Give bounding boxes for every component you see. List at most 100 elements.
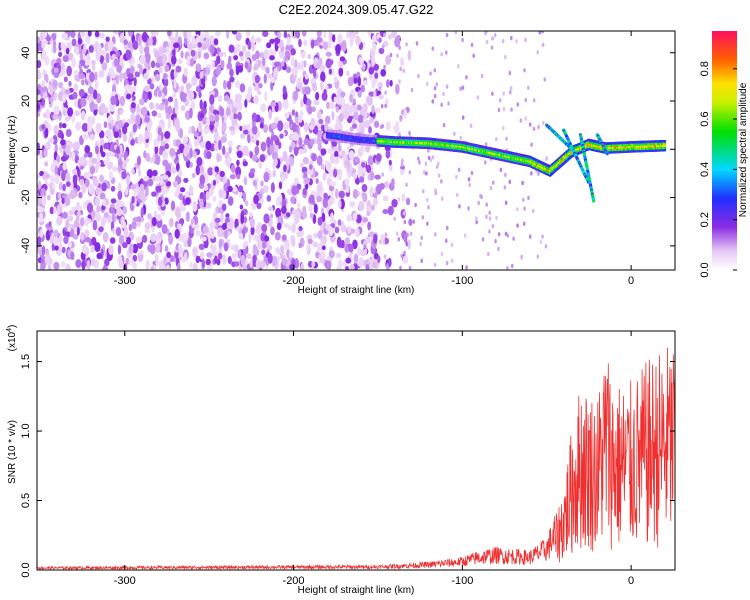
heatmap-speckle	[44, 254, 51, 265]
heatmap-speckle	[53, 160, 58, 166]
heatmap-speckle	[291, 122, 298, 133]
heatmap-speckle	[193, 132, 199, 138]
heatmap-speckle	[111, 53, 116, 60]
heatmap-speckle	[197, 51, 202, 59]
heatmap-speckle	[298, 148, 305, 155]
heatmap-speckle	[356, 258, 364, 267]
heatmap-speckle	[388, 34, 392, 40]
heatmap-speckle	[313, 99, 320, 106]
heatmap-speckle	[203, 100, 207, 109]
heatmap-speckle	[236, 174, 241, 180]
heatmap-speckle	[71, 115, 75, 124]
heatmap-speckle	[69, 189, 76, 200]
heatmap-speckle	[158, 150, 163, 156]
heatmap-speckle	[234, 218, 239, 230]
heatmap-speckle	[54, 174, 60, 185]
heatmap-speckle	[111, 211, 116, 222]
heatmap-speckle	[539, 239, 543, 245]
heatmap-speckle	[117, 166, 122, 172]
heatmap-speckle	[362, 102, 368, 113]
heatmap-speckle	[444, 50, 448, 55]
heatmap-speckle	[82, 133, 89, 141]
heatmap-speckle	[180, 85, 185, 92]
heatmap-speckle	[131, 221, 137, 230]
heatmap-speckle	[515, 39, 518, 44]
heatmap-speckle	[233, 54, 239, 61]
heatmap-speckle	[360, 84, 366, 93]
heatmap-speckle	[151, 226, 155, 233]
heatmap-speckle	[57, 191, 62, 200]
heatmap-speckle	[442, 91, 445, 97]
heatmap-speckle	[192, 262, 198, 270]
heatmap-speckle	[168, 234, 174, 245]
heatmap-speckle	[301, 31, 307, 37]
heatmap-speckle	[247, 134, 251, 144]
heatmap-speckle	[266, 136, 271, 148]
heatmap-speckle	[77, 159, 82, 168]
heatmap-speckle	[504, 231, 508, 237]
heatmap-speckle	[79, 52, 84, 61]
heatmap-speckle	[335, 44, 341, 54]
heatmap-speckle	[440, 102, 444, 107]
heatmap-speckle	[266, 194, 272, 202]
heatmap-speckle	[237, 249, 242, 259]
heatmap-speckle	[503, 185, 507, 190]
heatmap-speckle	[119, 71, 123, 83]
heatmap-speckle	[227, 196, 234, 206]
heatmap-speckle	[170, 166, 177, 175]
heatmap-speckle	[281, 205, 287, 215]
heatmap-speckle	[106, 181, 111, 190]
heatmap-speckle	[37, 104, 40, 110]
heatmap-speckle	[355, 214, 362, 224]
heatmap-speckle	[459, 135, 463, 141]
heatmap-speckle	[189, 261, 193, 269]
heatmap-speckle	[320, 251, 326, 260]
heatmap-speckle	[537, 124, 540, 130]
heatmap-speckle	[247, 40, 252, 50]
heatmap-speckle	[94, 71, 98, 82]
heatmap-speckle	[60, 132, 64, 140]
heatmap-speckle	[108, 171, 113, 181]
heatmap-speckle	[385, 121, 391, 131]
heatmap-speckle	[110, 119, 115, 126]
heatmap-speckle	[104, 129, 112, 138]
heatmap-speckle	[144, 228, 151, 234]
heatmap-speckle	[265, 67, 270, 75]
heatmap-speckle	[122, 242, 128, 249]
heatmap-speckle	[39, 229, 44, 238]
heatmap-speckle	[155, 176, 160, 182]
heatmap-speckle	[87, 122, 93, 133]
heatmap-speckle	[108, 244, 114, 255]
heatmap-speckle	[66, 65, 73, 77]
heatmap-speckle	[198, 243, 205, 251]
heatmap-speckle	[350, 228, 356, 234]
heatmap-speckle	[166, 251, 171, 259]
heatmap-speckle	[199, 165, 204, 174]
heatmap-speckle	[61, 94, 67, 104]
heatmap-speckle	[244, 200, 249, 207]
heatmap-speckle	[203, 52, 210, 60]
colorbar-label: Normalized spectral amplitude	[738, 82, 749, 217]
heatmap-speckle	[419, 241, 423, 247]
heatmap-speckle	[497, 232, 501, 237]
heatmap-speckle	[139, 55, 146, 65]
heatmap-speckle	[298, 242, 302, 249]
heatmap-speckle	[359, 144, 365, 154]
heatmap-speckle	[378, 37, 382, 43]
snr-x-axis-label: Height of straight line (km)	[298, 585, 415, 596]
heatmap-speckle	[38, 206, 44, 213]
heatmap-speckle	[364, 144, 371, 153]
heatmap-speckle	[485, 214, 488, 220]
heatmap-speckle	[199, 99, 203, 110]
heatmap-speckle	[494, 238, 497, 244]
heatmap-speckle	[41, 50, 47, 59]
heatmap-speckle	[344, 178, 350, 186]
heatmap-speckle	[98, 226, 104, 233]
heatmap-speckle	[536, 254, 540, 259]
heatmap-speckle	[487, 251, 490, 257]
heatmap-speckle	[234, 261, 240, 267]
heatmap-speckle	[320, 148, 327, 156]
heatmap-speckle	[298, 225, 303, 232]
heatmap-speckle	[417, 73, 420, 79]
